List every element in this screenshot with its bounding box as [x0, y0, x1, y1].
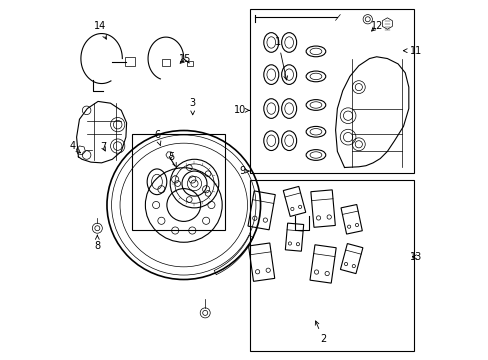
- Text: 13: 13: [409, 252, 421, 262]
- Bar: [248, 243, 274, 281]
- Bar: [247, 191, 275, 230]
- Bar: [249, 9, 413, 173]
- Bar: [310, 190, 335, 227]
- Bar: [132, 134, 224, 230]
- Bar: [285, 223, 303, 251]
- Text: 1: 1: [275, 37, 287, 80]
- Text: 2: 2: [315, 321, 325, 344]
- Text: 15: 15: [179, 54, 191, 64]
- Text: 3: 3: [189, 98, 195, 115]
- Text: 4: 4: [69, 141, 80, 153]
- Bar: [187, 61, 192, 66]
- Text: 8: 8: [94, 235, 100, 251]
- Bar: [340, 244, 362, 274]
- Bar: [340, 204, 362, 234]
- Bar: [309, 245, 335, 283]
- Text: 10: 10: [234, 105, 249, 115]
- Text: 9: 9: [239, 166, 248, 176]
- Text: 7: 7: [100, 142, 106, 152]
- Bar: [249, 180, 413, 351]
- Text: 6: 6: [154, 130, 161, 146]
- Text: 14: 14: [94, 21, 106, 39]
- Bar: [283, 186, 305, 216]
- Bar: [124, 58, 135, 66]
- Text: 11: 11: [403, 46, 421, 56]
- Text: 5: 5: [168, 152, 176, 167]
- Text: 12: 12: [370, 21, 382, 31]
- Bar: [162, 59, 170, 66]
